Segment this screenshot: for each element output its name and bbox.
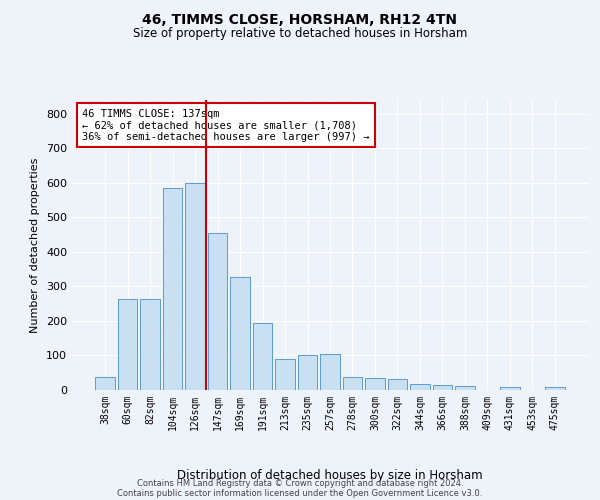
Bar — [388, 378, 407, 390]
Bar — [230, 277, 250, 390]
Bar — [433, 385, 452, 390]
Bar — [500, 387, 520, 390]
Bar — [95, 377, 115, 390]
Text: 46, TIMMS CLOSE, HORSHAM, RH12 4TN: 46, TIMMS CLOSE, HORSHAM, RH12 4TN — [143, 12, 458, 26]
Bar — [185, 183, 205, 390]
Bar — [298, 356, 317, 390]
Bar — [163, 188, 182, 390]
Bar — [455, 386, 475, 390]
Bar — [140, 298, 160, 390]
Text: Contains public sector information licensed under the Open Government Licence v3: Contains public sector information licen… — [118, 488, 482, 498]
Bar — [253, 322, 272, 390]
Bar — [208, 233, 227, 390]
Bar — [545, 387, 565, 390]
Text: Size of property relative to detached houses in Horsham: Size of property relative to detached ho… — [133, 28, 467, 40]
Bar — [118, 298, 137, 390]
Bar — [320, 354, 340, 390]
Bar — [343, 377, 362, 390]
Bar — [410, 384, 430, 390]
Y-axis label: Number of detached properties: Number of detached properties — [31, 158, 40, 332]
X-axis label: Distribution of detached houses by size in Horsham: Distribution of detached houses by size … — [177, 469, 483, 482]
Bar — [275, 359, 295, 390]
Text: 46 TIMMS CLOSE: 137sqm
← 62% of detached houses are smaller (1,708)
36% of semi-: 46 TIMMS CLOSE: 137sqm ← 62% of detached… — [82, 108, 370, 142]
Bar — [365, 378, 385, 390]
Text: Contains HM Land Registry data © Crown copyright and database right 2024.: Contains HM Land Registry data © Crown c… — [137, 478, 463, 488]
